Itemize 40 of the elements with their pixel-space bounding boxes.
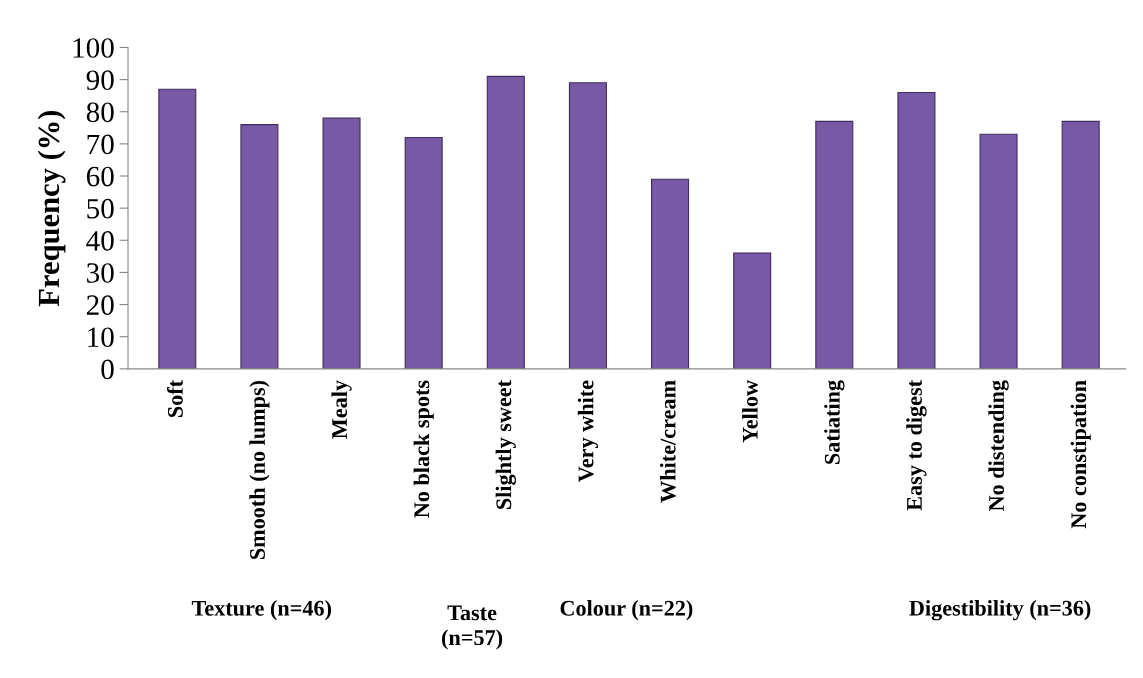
x-tick-label: No constipation [1070, 380, 1091, 529]
x-tick-label: Easy to digest [906, 380, 927, 511]
x-tick-label: Very white [577, 380, 599, 482]
y-tick-label: 30 [87, 263, 114, 283]
bar [486, 75, 525, 369]
x-tick-label: Satiating [824, 380, 845, 464]
x-tick-label: Soft [166, 380, 183, 418]
y-tick-label: 60 [86, 166, 114, 187]
text: Taste (n=57) [442, 605, 503, 650]
bar [404, 136, 443, 369]
x-tick-label: White/cream [659, 380, 676, 503]
y-tick-label: 50 [87, 198, 114, 219]
text: Texture (n=46) [191, 600, 331, 621]
bar [568, 82, 607, 369]
bar [733, 252, 772, 369]
x-tick-label: No black spots [413, 380, 434, 518]
y-tick-label: 80 [86, 102, 114, 123]
x-tick-label: Yellow [742, 380, 758, 443]
x-tick-label: Slightly sweet [495, 380, 516, 509]
bar [979, 133, 1018, 369]
y-tick-label: 100 [73, 38, 114, 58]
bar [322, 117, 361, 369]
y-tick-label: 20 [86, 295, 114, 315]
text: Colour (n=22) [560, 600, 693, 621]
y-axis-title: Frequency (%) [37, 110, 66, 307]
bar [158, 88, 197, 369]
x-tick-label: Mealy [331, 380, 352, 439]
x-tick-label: Smooth (no lumps) [249, 380, 270, 560]
y-tick-label: 70 [87, 134, 114, 155]
text: Digestibility (n=36) [909, 600, 1091, 621]
y-tick-label: 10 [88, 327, 114, 348]
bar [897, 91, 936, 369]
y-tick-label: 0 [101, 359, 114, 380]
bar [240, 124, 279, 369]
bar [651, 178, 690, 369]
y-tick-label: 90 [86, 70, 114, 90]
x-tick-label: No distending [988, 380, 1009, 512]
bar [815, 120, 854, 369]
y-tick-label: 40 [86, 231, 114, 251]
bar [1061, 120, 1100, 369]
